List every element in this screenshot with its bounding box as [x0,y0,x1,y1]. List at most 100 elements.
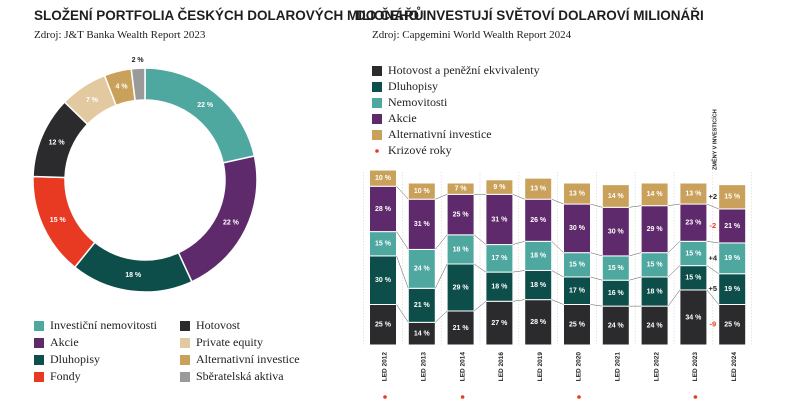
chart-subtitle: Zdroj: Capgemini World Wealth Report 202… [372,29,572,41]
connector [473,263,487,273]
connector [512,241,525,245]
data-label: 21 % [724,223,741,230]
connector [629,276,642,281]
data-label: 15 % [569,262,586,269]
change-label: +2 [709,192,718,201]
data-label: 15 % [647,262,664,269]
connector [512,270,525,273]
legend-swatch [372,82,382,92]
x-tick-label: LED 2020 [576,352,583,382]
legend-swatch [180,338,190,348]
legend-swatch [372,98,382,108]
legend-label: Sběratelská aktiva [196,369,284,383]
legend-swatch [180,321,190,331]
connector [706,265,719,274]
data-label: 18 % [530,282,547,289]
data-label: 24 % [608,322,625,329]
data-label: 18 % [453,246,470,253]
changes-title: ZMĚNY V INVESTICÍCH [710,109,718,170]
chart-title: SLOŽENÍ PORTFOLIA ČESKÝCH DOLAROVÝCH MIL… [34,7,424,23]
data-label: 21 % [453,325,470,332]
legend-label: Dluhopisy [50,352,100,366]
data-label: 25 % [569,322,586,329]
data-label: 27 % [491,320,508,327]
connector [590,304,603,307]
data-label: 24 % [414,266,431,273]
bar-segment [601,255,630,281]
data-label: 34 % [685,314,702,321]
legend-swatch [372,130,382,140]
connector [551,270,564,278]
donut-segment [144,67,256,164]
legend-label: Alternativní investice [196,352,300,366]
data-label: 28 % [375,206,392,213]
data-label: 2 % [132,57,145,64]
data-label: 14 % [414,331,431,338]
change-label: -2 [709,221,716,230]
data-label: 28 % [530,319,547,326]
legend-swatch [180,355,190,365]
data-label: 7 % [86,97,99,104]
data-label: 31 % [491,216,508,223]
connector [473,301,487,312]
data-label: 15 % [685,250,702,257]
legend-label: Hotovost [196,318,241,332]
data-label: 15 % [724,194,741,201]
data-label: 19 % [724,255,741,262]
data-label: 30 % [375,277,392,284]
connector [706,241,719,244]
legend-label: Alternativní investice [388,127,492,141]
crisis-marker [577,395,581,399]
legend-label: Hotovost a peněžní ekvivalenty [388,63,540,77]
change-label: +5 [709,284,718,293]
data-label: 15 % [375,241,392,248]
bar-segment [524,240,553,271]
data-label: 15 % [50,217,67,224]
data-label: 13 % [569,190,586,197]
connector [590,276,603,281]
connector [435,194,448,200]
data-label: 25 % [375,322,392,329]
bar-segment [718,242,747,275]
x-tick-label: LED 2024 [731,352,738,382]
x-tick-label: LED 2021 [615,352,622,382]
bar-segment [485,271,514,302]
connector [706,289,719,305]
legend-swatch [34,372,44,382]
bar-segment [679,240,708,267]
legend-label: Akcie [388,111,417,125]
bar-segment [640,182,669,207]
connector [551,198,564,205]
connector [396,304,409,323]
legend-marker [375,149,379,153]
bar-segment [446,263,475,312]
legend-swatch [180,372,190,382]
connector [590,252,603,257]
data-label: 18 % [530,253,547,260]
connector [590,203,603,208]
data-label: 14 % [647,191,664,198]
bar-segment [640,276,669,307]
data-label: 30 % [569,225,586,232]
data-label: 30 % [608,228,625,235]
bar-segment [563,203,591,254]
crisis-marker [460,395,465,399]
connector [396,186,409,200]
legend-label: Private equity [196,335,263,349]
legend-label: Krizové roky [388,143,452,157]
data-label: 13 % [685,190,702,197]
bar-segment [407,248,436,289]
x-tick-label: LED 2013 [421,352,428,382]
data-label: 18 % [491,284,508,291]
connector [667,289,681,307]
data-label: 18 % [647,288,664,295]
data-label: 24 % [647,322,664,329]
crisis-marker [383,395,387,399]
x-tick-label: LED 2016 [498,352,505,382]
bar-segment [369,185,397,233]
connector [629,252,642,257]
bar-segment [563,252,591,278]
donut-segment [177,155,258,283]
